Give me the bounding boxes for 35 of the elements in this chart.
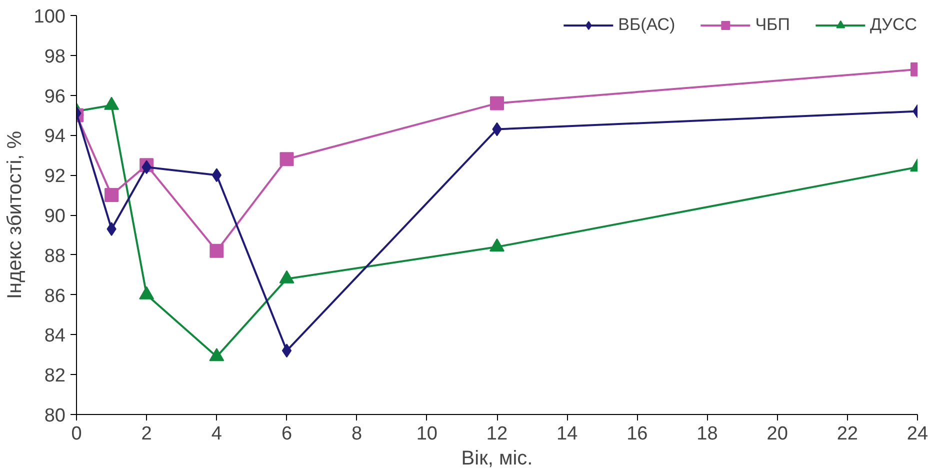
x-tick-label: 4: [211, 424, 222, 444]
y-tick-label: 98: [44, 46, 66, 68]
legend-label: ЧБП: [755, 15, 790, 35]
y-tick-label: 84: [44, 326, 66, 347]
y-tick-label: 82: [44, 366, 66, 387]
y-tick-label: 100: [34, 6, 66, 28]
x-tick-label: 16: [626, 424, 648, 444]
point: [209, 348, 224, 362]
x-tick-label: 14: [556, 424, 578, 444]
legend-label: ВБ(АС): [618, 15, 676, 35]
x-tick-label: 6: [281, 424, 292, 444]
x-tick-label: 22: [836, 424, 858, 444]
y-tick-label: 94: [44, 126, 66, 148]
y-axis-title: Індекс збитості, %: [4, 130, 26, 300]
x-tick-label: 24: [906, 424, 928, 444]
point: [280, 152, 294, 166]
x-tick-label: 12: [486, 424, 508, 444]
x-tick-label: 20: [766, 424, 788, 444]
x-tick-label: 0: [71, 424, 82, 444]
x-tick-label: 10: [416, 424, 438, 444]
legend-label: ДУСС: [870, 15, 917, 35]
y-tick-label: 96: [44, 86, 66, 108]
point: [282, 344, 292, 358]
y-tick-label: 86: [44, 286, 66, 307]
x-tick-label: 8: [352, 424, 362, 444]
y-tick-label: 80: [44, 406, 66, 426]
x-tick-label: 2: [141, 424, 152, 444]
y-tick-label: 90: [44, 206, 66, 227]
x-tick-label: 18: [696, 424, 718, 444]
point: [104, 188, 119, 202]
y-tick-label: 88: [44, 246, 66, 267]
point: [490, 96, 504, 110]
point: [210, 244, 224, 258]
x-axis-title: Вік, міс.: [461, 448, 533, 470]
y-tick-label: 92: [44, 166, 66, 188]
